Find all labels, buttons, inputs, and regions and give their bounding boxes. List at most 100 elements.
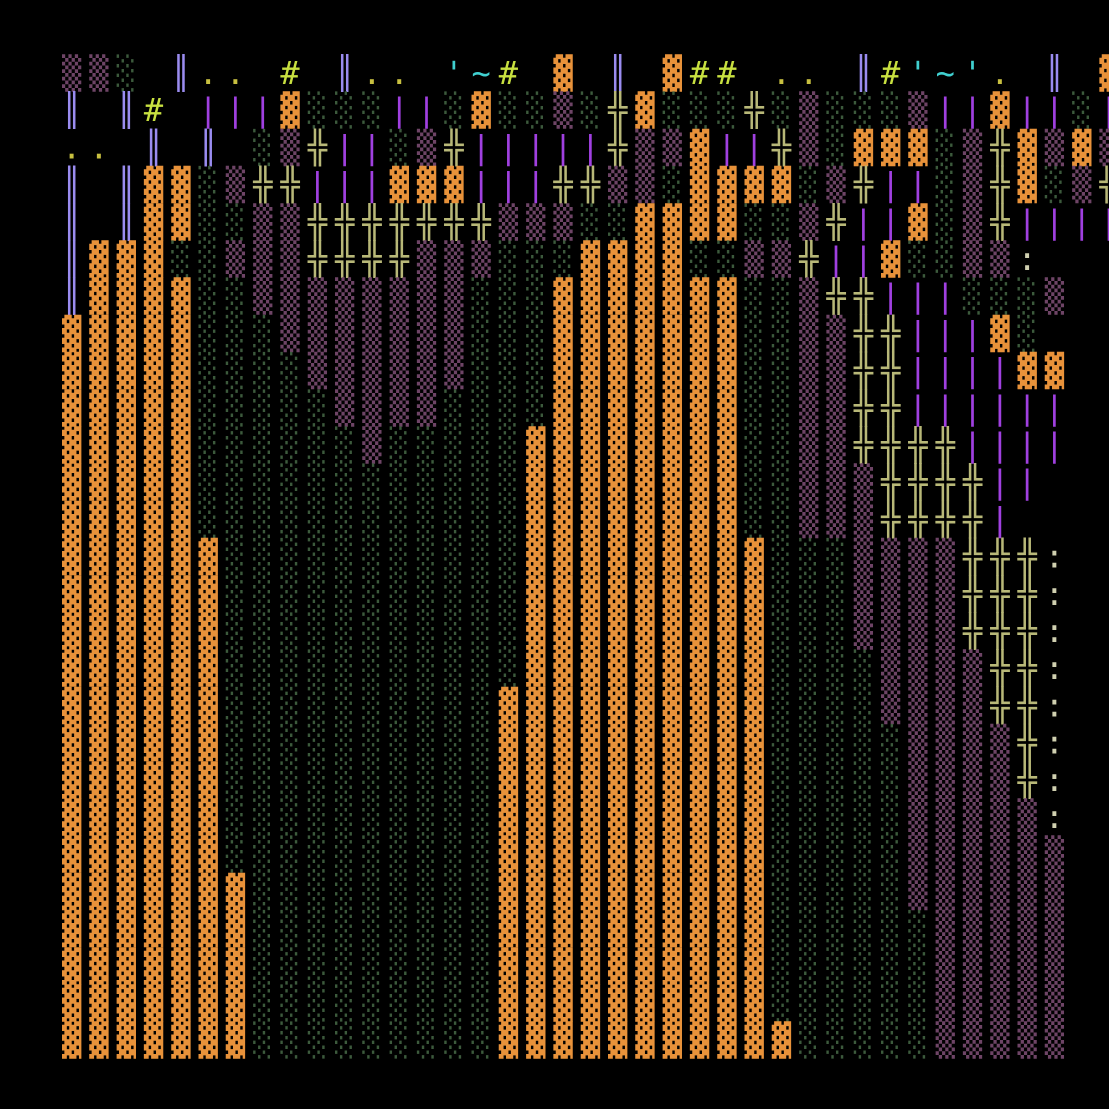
glyph: ░ xyxy=(772,538,791,576)
glyph: ║ xyxy=(608,53,627,92)
glyph: ░ xyxy=(772,314,791,352)
glyph: ░ xyxy=(253,984,272,1022)
art-row: ▒▒░ ║.. # ║.. '~# ▓ ║ ▓## .. ║#'~'. ║ ▓▓… xyxy=(62,53,1109,92)
glyph: ▓ xyxy=(908,128,928,166)
glyph: ▓ xyxy=(745,872,765,910)
glyph: ░ xyxy=(745,203,764,241)
glyph: | xyxy=(335,128,354,166)
glyph: ╬ xyxy=(853,165,874,204)
glyph: ▒ xyxy=(908,575,928,613)
glyph: ▒ xyxy=(335,352,355,390)
glyph: ▓ xyxy=(663,314,683,352)
glyph: ▒ xyxy=(936,575,956,613)
art-row: ▓ ▓ ▓ ▓ ▓ ▓ ░ ░ ░ ░ ░ ░ ░ ░ ░ ░ ░ ▓ ▓ ▓ ▓ ▓ ▓ ▓ ▓ ▓ ░ ░ ░ ▒ ▒ ▒ ▒ ╬ ╬ ╬: xyxy=(62,537,1064,576)
glyph: | xyxy=(526,166,545,204)
glyph: | xyxy=(362,128,381,166)
glyph: ▒ xyxy=(280,240,300,278)
glyph: ▓ xyxy=(635,984,655,1022)
glyph: ░ xyxy=(499,612,518,650)
glyph: ░ xyxy=(362,91,381,129)
glyph: ░ xyxy=(253,686,272,724)
glyph: ▒ xyxy=(1018,947,1038,985)
glyph: ▓ xyxy=(635,314,655,352)
glyph: ░ xyxy=(745,389,764,427)
glyph: ▒ xyxy=(635,166,655,204)
glyph: ▓ xyxy=(499,761,519,799)
glyph: ▓ xyxy=(663,1021,683,1059)
glyph: ▓ xyxy=(608,612,628,650)
glyph: ░ xyxy=(826,575,845,613)
glyph: ░ xyxy=(1072,91,1091,129)
art-row: ▓ ▓ ▓ ▓ ▓ ░ ░ ░ ░ ▒ ▒ ▒ ▒ ▒ ▒ ░ ░ ░ ▓ ▓ ▓ ▓ ▓ ▓ ▓ ░ ░ ▒ ▒ ╬ ╬ | | | | ▓ ▓ xyxy=(62,351,1065,390)
glyph: ▓ xyxy=(663,389,683,427)
glyph: ▓ xyxy=(690,947,710,985)
glyph: | xyxy=(417,91,436,129)
glyph: ░ xyxy=(499,389,518,427)
glyph: ▓ xyxy=(144,426,164,464)
glyph: ▓ xyxy=(663,426,683,464)
glyph: ░ xyxy=(335,724,354,762)
glyph: ▓ xyxy=(171,352,191,390)
glyph: ░ xyxy=(390,612,409,650)
glyph xyxy=(635,54,654,92)
glyph: ░ xyxy=(854,798,873,836)
glyph: ▓ xyxy=(62,984,82,1022)
glyph: ▓ xyxy=(635,426,655,464)
glyph: ░ xyxy=(745,352,764,390)
glyph: ▓ xyxy=(526,761,546,799)
glyph: ▓ xyxy=(690,984,710,1022)
glyph: ░ xyxy=(362,947,381,985)
glyph: ▓ xyxy=(690,724,710,762)
glyph: ░ xyxy=(444,984,463,1022)
glyph: ╬ xyxy=(853,276,874,315)
glyph: ▒ xyxy=(799,389,819,427)
glyph: ░ xyxy=(335,947,354,985)
glyph: ░ xyxy=(308,947,327,985)
glyph: ░ xyxy=(253,128,272,166)
glyph: ▓ xyxy=(772,166,792,204)
glyph: ▓ xyxy=(62,612,82,650)
glyph: ▒ xyxy=(936,612,956,650)
glyph: ▓ xyxy=(608,575,628,613)
glyph: ▓ xyxy=(608,500,628,538)
glyph: ░ xyxy=(881,1021,900,1059)
glyph: ░ xyxy=(280,426,299,464)
glyph: ▓ xyxy=(663,538,683,576)
glyph: ░ xyxy=(499,352,518,390)
glyph: ▒ xyxy=(335,277,355,315)
glyph: ▓ xyxy=(171,463,191,501)
glyph: ▓ xyxy=(553,724,573,762)
glyph: ░ xyxy=(444,426,463,464)
glyph: ░ xyxy=(472,426,491,464)
glyph: ▒ xyxy=(963,649,983,687)
glyph: ╬ xyxy=(1017,537,1038,576)
glyph: ░ xyxy=(854,984,873,1022)
glyph: ▒ xyxy=(963,166,983,204)
glyph: ▓ xyxy=(499,984,519,1022)
glyph: ▒ xyxy=(89,54,109,92)
glyph: ▓ xyxy=(499,798,519,836)
glyph: ░ xyxy=(444,575,463,613)
glyph: ▓ xyxy=(553,649,573,687)
glyph: ▓ xyxy=(608,426,628,464)
glyph: ▓ xyxy=(171,686,191,724)
glyph: | xyxy=(990,352,1009,390)
glyph: ▓ xyxy=(608,463,628,501)
glyph: ║ xyxy=(854,53,873,92)
glyph: ▓ xyxy=(89,761,109,799)
glyph: ▓ xyxy=(663,54,683,92)
glyph: ░ xyxy=(526,91,545,129)
glyph: ▓ xyxy=(417,166,437,204)
glyph: ░ xyxy=(226,426,245,464)
art-row: ▓ ▓ ▓ ▓ ▓ ░ ░ ░ ░ ░ ░ ▒ ░ ░ ░ ░ ░ ▓ ▓ ▓ ▓ ▓ ▓ ▓ ▓ ░ ░ ▒ ▒ ╬ ╬ ╬ ╬ | | | | xyxy=(62,425,1064,464)
glyph: ░ xyxy=(472,724,491,762)
glyph: ░ xyxy=(499,91,518,129)
glyph: ▒ xyxy=(1045,947,1065,985)
glyph: ▒ xyxy=(1018,835,1038,873)
glyph: ░ xyxy=(362,984,381,1022)
glyph: ░ xyxy=(362,612,381,650)
glyph: ░ xyxy=(799,612,818,650)
glyph: ▓ xyxy=(117,277,137,315)
glyph: | xyxy=(390,91,409,129)
glyph: ▒ xyxy=(1018,910,1038,948)
